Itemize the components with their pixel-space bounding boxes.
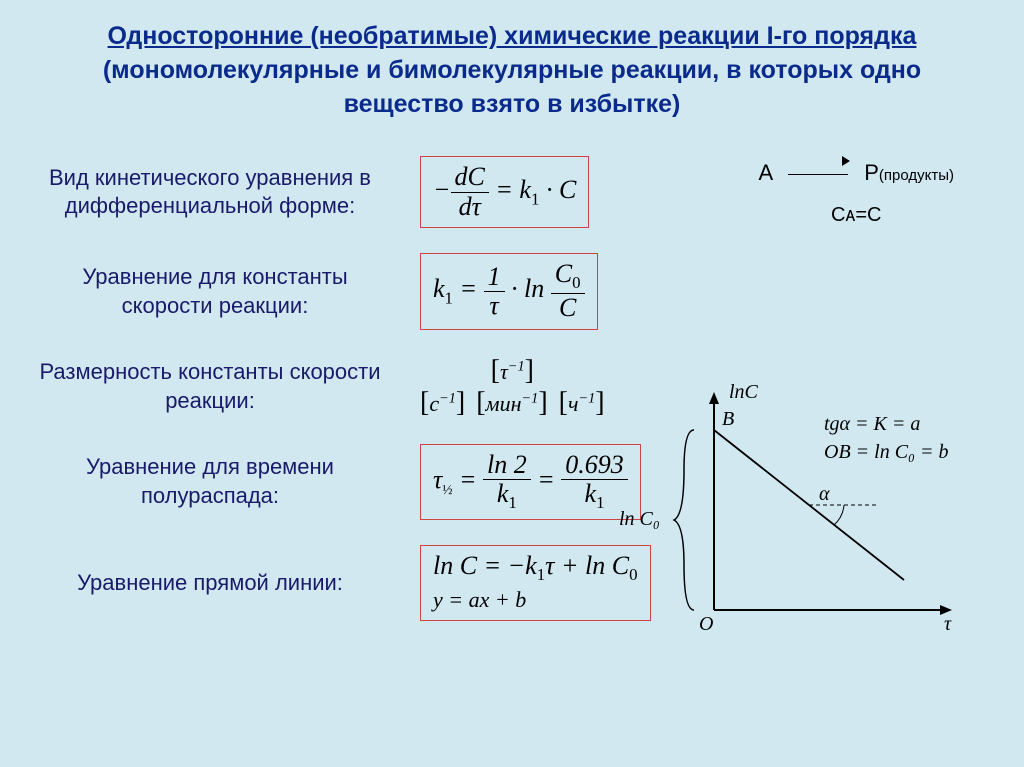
row-label: Уравнение прямой линии: xyxy=(30,569,390,598)
graph-eq2: OB = ln C₀ = b xyxy=(824,441,949,463)
reaction-note: Cᴀ=C xyxy=(758,204,954,227)
formula: k1 = 1τ · ln C0C xyxy=(420,253,598,329)
reagent: A xyxy=(758,160,771,185)
graph-eq1: tgα = K = a xyxy=(824,413,920,435)
x-axis-label: τ xyxy=(944,613,952,635)
product-note: (продукты) xyxy=(879,167,954,184)
y-intercept: ln C₀ xyxy=(619,508,660,530)
content-row: Уравнение для константы скорости реакции… xyxy=(30,253,994,329)
arrow-icon xyxy=(788,160,848,186)
origin-label: O xyxy=(699,613,713,635)
formula: ln C = −k1τ + ln C0y = ax + b xyxy=(420,545,651,620)
y-axis-label: lnC xyxy=(729,381,759,403)
product: P xyxy=(864,160,879,185)
title-line2: (мономолекулярные и бимолекулярные реакц… xyxy=(103,56,921,84)
title-line1: Односторонние (необратимые) химические р… xyxy=(108,22,917,50)
title-line3: вещество взято в избытке) xyxy=(344,90,681,118)
graph: lnC τ O B ln C₀ α tgα = K = a OB = ln C₀… xyxy=(644,380,984,660)
formula: τ½ = ln 2k1 = 0.693k1 xyxy=(420,444,641,520)
row-label: Вид кинетического уравнения в дифференци… xyxy=(30,164,390,221)
formula: −dCdτ = k1 · C xyxy=(420,156,589,228)
row-label: Уравнение для времени полураспада: xyxy=(30,453,390,510)
row-label: Уравнение для константы скорости реакции… xyxy=(30,263,390,320)
slide-title: Односторонние (необратимые) химические р… xyxy=(30,20,994,121)
row-label: Размерность константы скорости реакции: xyxy=(30,358,390,415)
reaction-scheme: A P(продукты) Cᴀ=C xyxy=(758,160,954,227)
point-b: B xyxy=(722,408,734,430)
angle-label: α xyxy=(819,483,830,505)
